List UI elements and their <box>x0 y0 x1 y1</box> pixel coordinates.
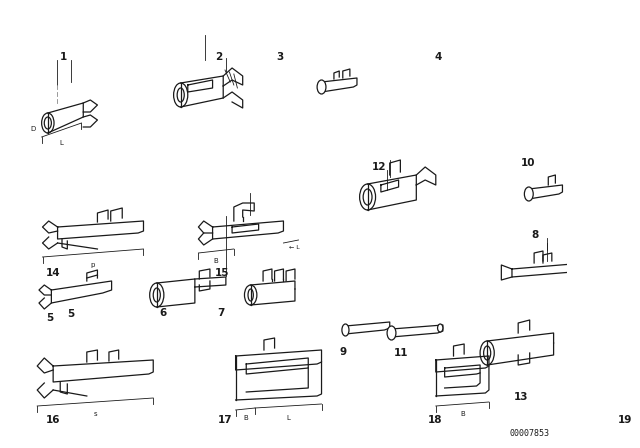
Ellipse shape <box>153 288 161 302</box>
Text: ← L: ← L <box>289 245 300 250</box>
Text: 13: 13 <box>514 392 528 402</box>
Polygon shape <box>321 78 357 92</box>
Text: B: B <box>243 415 248 421</box>
Ellipse shape <box>387 326 396 340</box>
Text: 17: 17 <box>218 415 232 425</box>
Ellipse shape <box>360 184 376 210</box>
Text: p: p <box>91 262 95 268</box>
Text: 6: 6 <box>159 308 166 318</box>
Text: s: s <box>94 411 97 417</box>
Ellipse shape <box>42 113 54 133</box>
Ellipse shape <box>317 80 326 94</box>
Ellipse shape <box>244 285 257 305</box>
Text: 7: 7 <box>217 308 225 318</box>
Ellipse shape <box>484 346 491 360</box>
Text: 18: 18 <box>428 415 442 425</box>
Text: 19: 19 <box>618 415 632 425</box>
Ellipse shape <box>480 341 494 365</box>
Text: 12: 12 <box>372 162 387 172</box>
Ellipse shape <box>177 88 184 102</box>
Text: 16: 16 <box>46 415 61 425</box>
Ellipse shape <box>248 289 253 301</box>
Ellipse shape <box>438 324 443 332</box>
Text: 14: 14 <box>46 268 61 278</box>
Ellipse shape <box>524 187 533 201</box>
Ellipse shape <box>44 117 51 129</box>
Text: 11: 11 <box>394 348 409 358</box>
Text: 5: 5 <box>46 313 53 323</box>
Ellipse shape <box>173 83 188 107</box>
Text: 00007853: 00007853 <box>509 429 549 438</box>
Ellipse shape <box>363 189 372 205</box>
Ellipse shape <box>150 283 164 307</box>
Text: L: L <box>59 140 63 146</box>
Text: 3: 3 <box>276 52 284 62</box>
Text: 1: 1 <box>60 52 67 62</box>
Text: 10: 10 <box>521 158 535 168</box>
Text: 2: 2 <box>215 52 223 62</box>
Text: 4: 4 <box>434 52 442 62</box>
Text: B: B <box>460 411 465 417</box>
Ellipse shape <box>342 324 349 336</box>
Text: B: B <box>214 258 218 264</box>
Text: 15: 15 <box>214 268 229 278</box>
Text: 8: 8 <box>531 230 539 240</box>
Text: L: L <box>286 415 290 421</box>
Text: 5: 5 <box>67 309 74 319</box>
Text: D: D <box>30 126 35 132</box>
Text: 9: 9 <box>339 347 346 357</box>
